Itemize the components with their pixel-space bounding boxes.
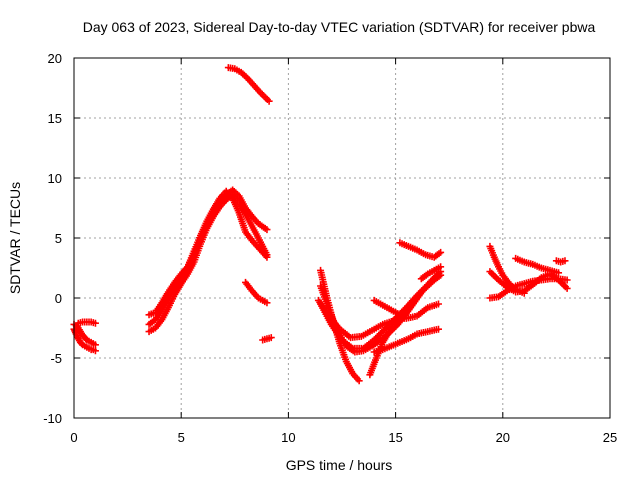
data-series: [552, 257, 569, 266]
data-point: [355, 377, 363, 385]
data-series: [74, 318, 99, 327]
y-tick-label: 20: [48, 51, 62, 66]
y-tick-label: 15: [48, 111, 62, 126]
data-series: [396, 239, 445, 261]
y-tick-label: 0: [55, 291, 62, 306]
data-series: [512, 254, 563, 277]
x-tick-label: 15: [388, 430, 402, 445]
data-point: [265, 97, 273, 105]
data-point: [437, 263, 445, 271]
data-point: [434, 300, 442, 308]
data-point: [563, 284, 571, 292]
y-tick-label: 5: [55, 231, 62, 246]
grid-lines: [74, 58, 610, 418]
data-point: [555, 269, 563, 277]
data-series: [259, 334, 275, 344]
data-point: [267, 334, 275, 342]
data-point: [434, 325, 442, 333]
x-axis-label: GPS time / hours: [286, 457, 393, 473]
y-tick-label: -10: [43, 411, 62, 426]
data-series: [370, 296, 442, 322]
data-series: [366, 271, 445, 379]
data-point: [263, 299, 271, 307]
axis-ticks: 0 5 10 15 20 25 -10 -5 0 5 10 15 20: [43, 51, 617, 445]
y-tick-label: 10: [48, 171, 62, 186]
x-tick-label: 5: [178, 430, 185, 445]
data-point: [263, 253, 271, 261]
x-tick-label: 25: [603, 430, 617, 445]
data-series: [224, 64, 273, 105]
chart-title: Day 063 of 2023, Sidereal Day-to-day VTE…: [83, 19, 596, 35]
data-series: [242, 278, 271, 307]
data-series: [145, 186, 271, 328]
x-tick-label: 10: [281, 430, 295, 445]
data-point: [563, 276, 571, 284]
y-axis-label: SDTVAR / TECUs: [7, 182, 23, 294]
data-series: [145, 187, 271, 319]
data-point: [263, 226, 271, 234]
data-point: [437, 248, 445, 256]
data-series: [417, 263, 445, 283]
data-series: [314, 296, 408, 342]
x-tick-label: 20: [496, 430, 510, 445]
data-point: [91, 319, 99, 327]
y-tick-label: -5: [50, 351, 62, 366]
data-series: [370, 325, 442, 356]
x-tick-label: 0: [70, 430, 77, 445]
data-point: [437, 271, 445, 279]
data-point: [91, 347, 99, 355]
data-series: [486, 242, 528, 297]
data-points: [70, 64, 571, 385]
data-point: [561, 257, 569, 265]
data-point: [520, 289, 528, 297]
data-point: [91, 341, 99, 349]
